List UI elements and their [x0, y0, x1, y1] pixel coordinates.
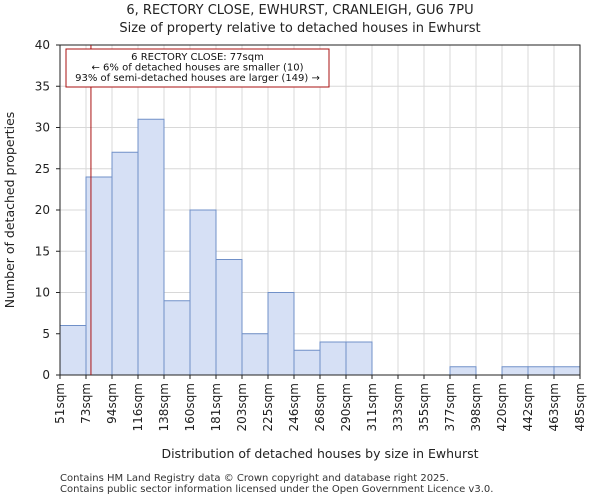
- footer-licence: Contains public sector information licen…: [60, 484, 494, 495]
- x-axis-label: Distribution of detached houses by size …: [161, 446, 478, 461]
- bar-51sqm: [59, 325, 87, 376]
- x-tick-label: 398sqm: [469, 383, 483, 431]
- x-tick-label: 463sqm: [547, 383, 561, 431]
- chart-title-address: 6, RECTORY CLOSE, EWHURST, CRANLEIGH, GU…: [126, 3, 474, 18]
- y-tick-label: 20: [35, 203, 50, 217]
- chart-title-block: 6, RECTORY CLOSE, EWHURST, CRANLEIGH, GU…: [0, 2, 600, 38]
- bar-116sqm: [137, 118, 165, 376]
- bar-246sqm: [293, 349, 321, 376]
- bar-181sqm: [215, 259, 243, 376]
- x-tick-label: 116sqm: [131, 383, 145, 431]
- bar-290sqm: [345, 341, 373, 376]
- y-tick-label: 30: [35, 121, 50, 135]
- bar-225sqm: [267, 292, 295, 376]
- annotation-line-3: 93% of semi-detached houses are larger (…: [75, 73, 320, 84]
- annotation-line-2: ← 6% of detached houses are smaller (10): [92, 63, 304, 74]
- x-tick-label: 268sqm: [313, 383, 327, 431]
- x-tick-label: 94sqm: [105, 383, 119, 424]
- x-tick-label: 442sqm: [521, 383, 535, 431]
- y-tick-label: 10: [35, 286, 50, 300]
- y-axis-label: Number of detached properties: [2, 112, 17, 309]
- x-tick-label: 138sqm: [157, 383, 171, 431]
- axes: 0 5 10 15 20 25 30 35 40 51sqm 73sqm 94sqm 116sqm 138…: [35, 38, 587, 431]
- y-tick-label: 15: [35, 244, 50, 258]
- y-tick-label: 40: [35, 38, 50, 52]
- x-tick-label: 420sqm: [495, 383, 509, 431]
- x-tick-label: 377sqm: [443, 383, 457, 431]
- chart-subtitle: Size of property relative to detached ho…: [119, 21, 481, 36]
- x-tick-label: 51sqm: [53, 383, 67, 424]
- x-tick-label: 203sqm: [235, 383, 249, 431]
- x-tick-label: 225sqm: [261, 383, 275, 431]
- y-tick-label: 0: [42, 368, 50, 382]
- bar-94sqm: [111, 151, 139, 376]
- x-tick-label: 355sqm: [417, 383, 431, 431]
- bar-73sqm: [85, 176, 113, 376]
- bar-138sqm: [163, 300, 191, 376]
- x-tick-label: 73sqm: [79, 383, 93, 424]
- bars: [59, 118, 581, 376]
- x-tick-label: 290sqm: [339, 383, 353, 431]
- annotation-line-1: 6 RECTORY CLOSE: 77sqm: [131, 52, 264, 63]
- x-tick-label: 246sqm: [287, 383, 301, 431]
- y-tick-label: 25: [35, 162, 50, 176]
- bar-463sqm: [553, 366, 581, 376]
- property-marker: 6 RECTORY CLOSE: 77sqm← 6% of detached h…: [65, 45, 330, 375]
- bar-420sqm: [501, 366, 529, 376]
- bar-442sqm: [527, 366, 555, 376]
- footer: Contains HM Land Registry data © Crown c…: [60, 473, 493, 495]
- bar-268sqm: [319, 341, 347, 376]
- x-tick-label: 333sqm: [391, 383, 405, 431]
- y-tick-label: 35: [35, 79, 50, 93]
- x-tick-label: 181sqm: [209, 383, 223, 431]
- footer-copyright: Contains HM Land Registry data © Crown c…: [60, 473, 449, 484]
- annotation-box: [65, 48, 330, 88]
- x-tick-label: 160sqm: [183, 383, 197, 431]
- y-tick-label: 5: [42, 327, 50, 341]
- bar-203sqm: [241, 333, 269, 376]
- bar-160sqm: [189, 209, 217, 376]
- bar-377sqm: [449, 366, 477, 376]
- x-tick-label: 485sqm: [573, 383, 587, 431]
- x-tick-label: 311sqm: [365, 383, 379, 431]
